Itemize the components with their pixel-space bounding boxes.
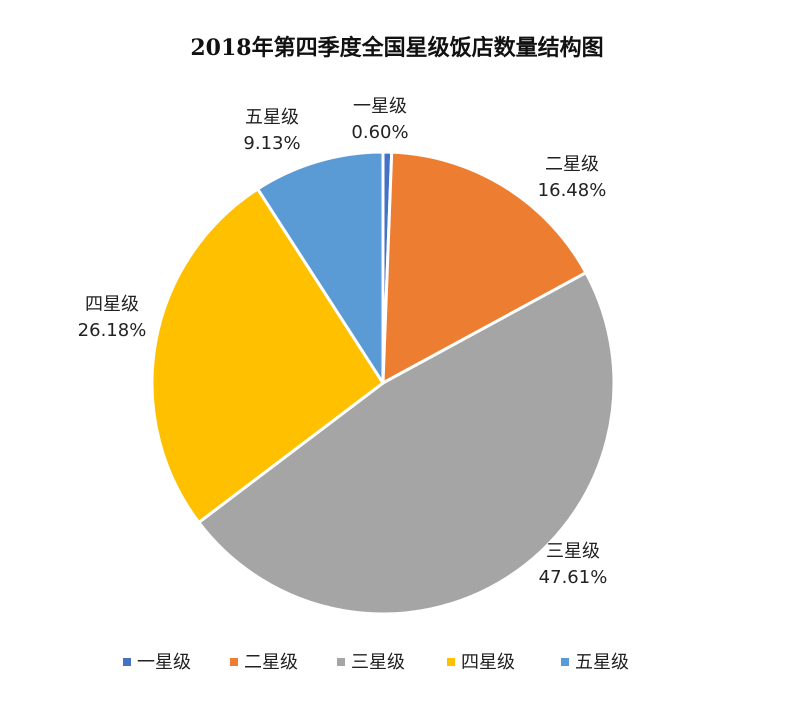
- data-label-value-3: 47.61%: [539, 567, 608, 588]
- chart-title: 2018年第四季度全国星级饭店数量结构图: [190, 35, 603, 61]
- legend-swatch-2: [230, 658, 238, 666]
- legend-label-5: 五星级: [575, 652, 629, 673]
- legend-label-2: 二星级: [244, 652, 298, 673]
- pie-slice-2: [381, 150, 588, 385]
- data-label-value-4: 26.18%: [78, 320, 147, 341]
- legend-swatch-3: [337, 658, 345, 666]
- legend-label-4: 四星级: [461, 652, 515, 673]
- data-label-category-3: 三星级: [546, 541, 600, 562]
- data-label-value-2: 16.48%: [538, 180, 607, 201]
- pie-slices: [150, 150, 616, 616]
- data-label-value-5: 9.13%: [243, 133, 300, 154]
- data-labels: 一星级 0.60% 二星级 16.48% 三星级 47.61% 四星级 26.18% 五星级 9.…: [78, 96, 608, 588]
- pie-slice-3: [197, 271, 616, 616]
- legend-swatch-4: [447, 658, 455, 666]
- legend-swatch-5: [561, 658, 569, 666]
- pie-slice-4: [150, 187, 385, 524]
- legend-label-1: 一星级: [137, 652, 191, 673]
- data-label-category-4: 四星级: [85, 294, 139, 315]
- data-label-value-1: 0.60%: [351, 122, 408, 143]
- pie-slice-5: [256, 150, 385, 385]
- data-label-category-2: 二星级: [545, 154, 599, 175]
- data-label-category-5: 五星级: [245, 107, 299, 128]
- legend-label-3: 三星级: [351, 652, 405, 673]
- legend: 一星级 二星级 三星级 四星级 五星级: [123, 652, 629, 673]
- data-label-category-1: 一星级: [353, 96, 407, 117]
- legend-swatch-1: [123, 658, 131, 666]
